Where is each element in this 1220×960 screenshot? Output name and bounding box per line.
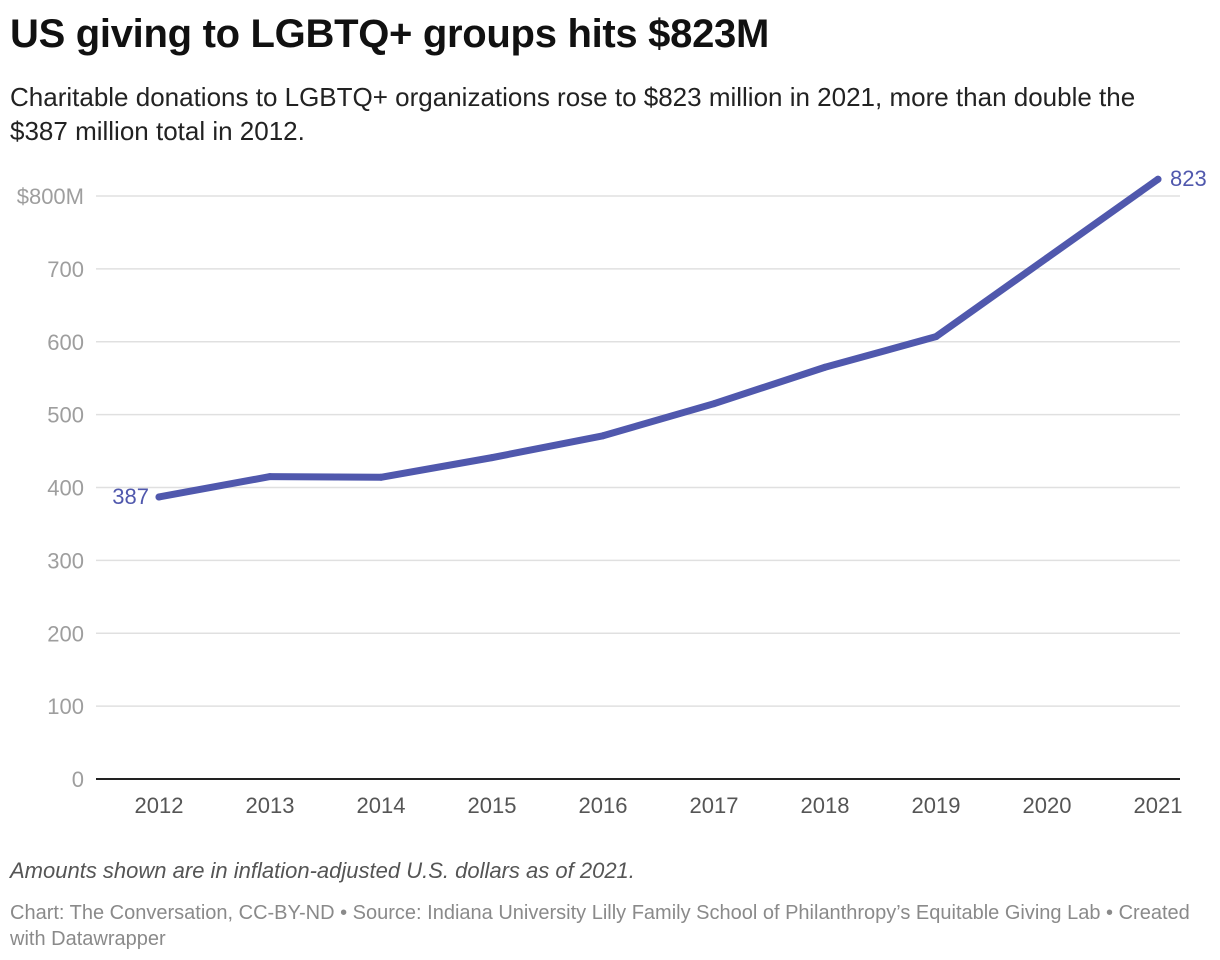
line-chart: 0 100 200 300 400 500 600 700 $800M 2012 2013 2014…: [17, 166, 1207, 818]
chart-title: US giving to LGBTQ+ groups hits $823M: [10, 12, 769, 56]
y-axis-tick-labels: 0 100 200 300 400 500 600 700 $800M: [17, 184, 84, 792]
series-layer: [155, 175, 1162, 501]
x-tick-label-2016: 2016: [579, 793, 628, 818]
y-tick-label-800: $800M: [17, 184, 84, 209]
y-tick-label-300: 300: [47, 548, 84, 573]
x-tick-label-2021: 2021: [1134, 793, 1183, 818]
x-axis-tick-labels: 2012 2013 2014 2015 2016 2017 2018 2019 2020 2021: [135, 793, 1183, 818]
data-point-2014: [377, 473, 385, 481]
chart-note: Amounts shown are in inflation-adjusted …: [10, 858, 635, 883]
x-tick-label-2015: 2015: [468, 793, 517, 818]
data-point-2013: [266, 473, 274, 481]
y-tick-label-600: 600: [47, 330, 84, 355]
data-point-2016: [599, 432, 607, 440]
y-tick-label-100: 100: [47, 694, 84, 719]
data-point-2020: [1043, 254, 1051, 262]
data-point-2019: [932, 333, 940, 341]
data-labels: 387 823: [112, 166, 1206, 509]
x-tick-label-2019: 2019: [912, 793, 961, 818]
x-tick-label-2013: 2013: [246, 793, 295, 818]
x-tick-label-2020: 2020: [1023, 793, 1072, 818]
data-label-2021: 823: [1170, 166, 1207, 191]
x-tick-label-2014: 2014: [357, 793, 406, 818]
grid-lines: [96, 195, 1180, 780]
y-tick-label-200: 200: [47, 621, 84, 646]
data-label-2012: 387: [112, 484, 149, 509]
series-line-0: [155, 175, 1162, 501]
y-tick-label-500: 500: [47, 403, 84, 428]
y-tick-label-0: 0: [72, 767, 84, 792]
chart-subtitle: Charitable donations to LGBTQ+ organizat…: [10, 82, 1136, 146]
x-tick-label-2018: 2018: [801, 793, 850, 818]
y-tick-label-700: 700: [47, 257, 84, 282]
x-tick-label-2012: 2012: [135, 793, 184, 818]
chart-credit: Chart: The Conversation, CC-BY-ND • Sour…: [10, 902, 1190, 950]
data-point-2017: [710, 400, 718, 408]
data-point-2012: [155, 493, 163, 501]
data-point-2018: [821, 363, 829, 371]
data-point-2015: [488, 454, 496, 462]
y-tick-label-400: 400: [47, 476, 84, 501]
data-point-2021: [1154, 175, 1162, 183]
x-tick-label-2017: 2017: [690, 793, 739, 818]
